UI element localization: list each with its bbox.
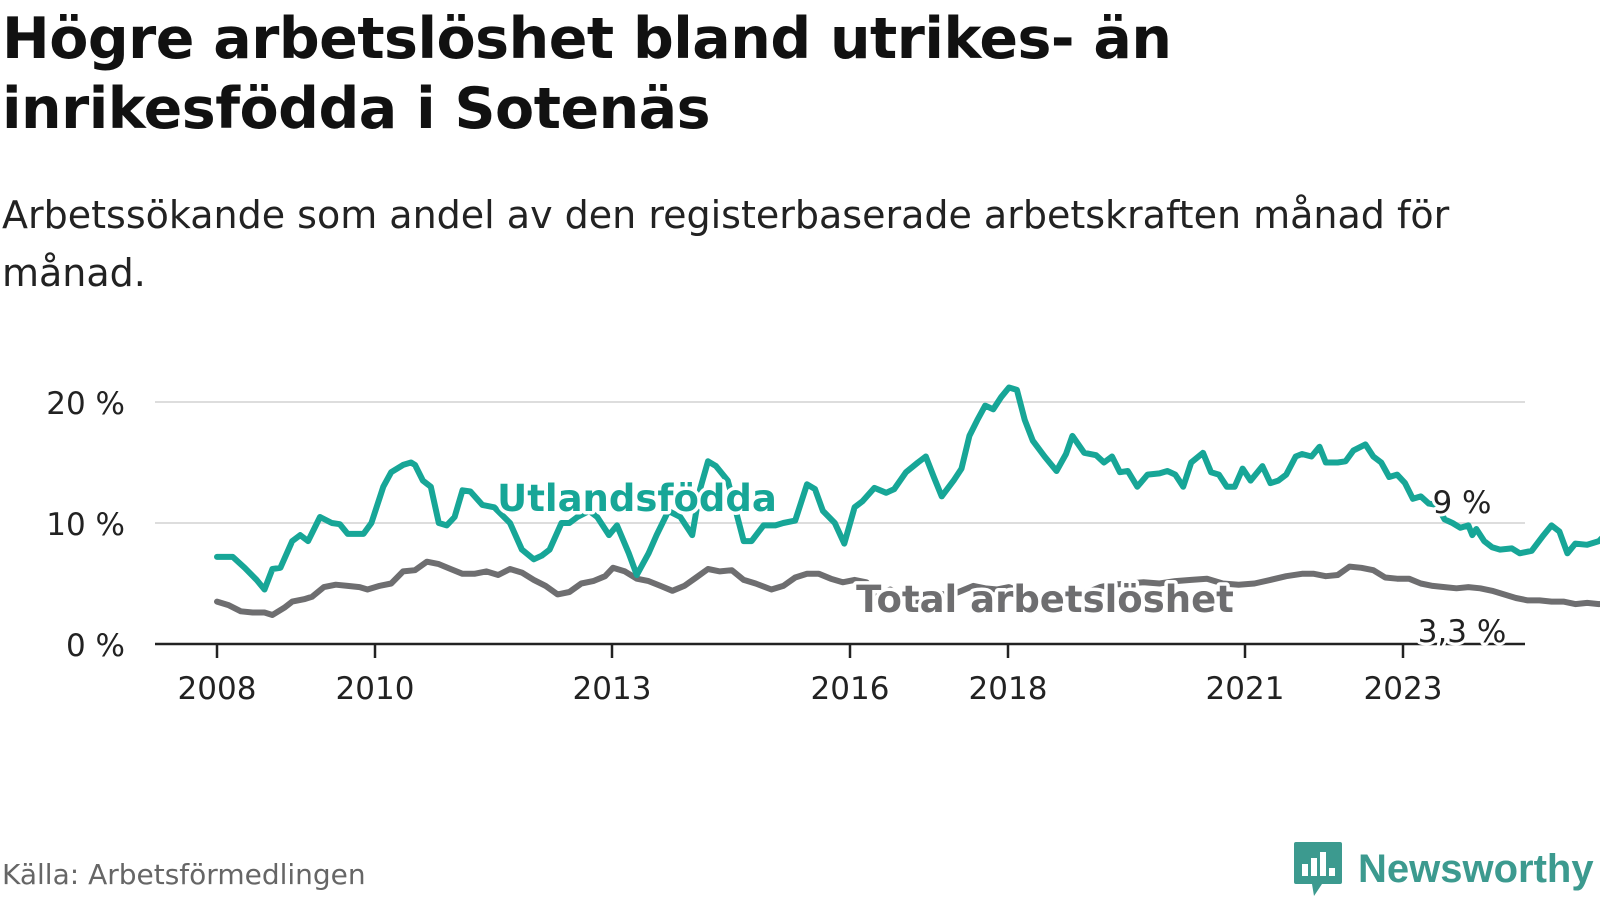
total-end-label: 3,3 %	[1418, 614, 1507, 650]
x-tick-label: 2023	[1364, 671, 1443, 707]
newsworthy-logo: Newsworthy	[1292, 840, 1594, 898]
x-tick-label: 2018	[969, 671, 1048, 707]
x-tick-label: 2010	[336, 671, 415, 707]
source-note: Källa: Arbetsförmedlingen	[2, 858, 366, 891]
y-tick-label: 0 %	[66, 628, 125, 664]
x-tick-label: 2021	[1206, 671, 1285, 707]
axis-layer: 0 % 10 % 20 % 2008 2010 2013 2016 2018 2021 2023	[46, 386, 1525, 707]
total-series-label: Total arbetslöshet	[856, 578, 1234, 621]
label-layer: Utlandsfödda Total arbetslöshet 9 % 3,3 %	[494, 474, 1510, 654]
utlandsfodda-series-label: Utlandsfödda	[497, 477, 777, 520]
y-tick-label: 20 %	[46, 386, 125, 422]
y-tick-label: 10 %	[46, 507, 125, 543]
utlandsfodda-line	[214, 384, 1600, 593]
series-layer	[214, 384, 1600, 618]
x-tick-label: 2013	[573, 671, 652, 707]
brand-name: Newsworthy	[1358, 846, 1594, 891]
newsworthy-icon	[1294, 842, 1342, 896]
chart-subtitle: Arbetssökande som andel av den registerb…	[2, 193, 1450, 295]
x-tick-label: 2016	[811, 671, 890, 707]
utlandsfodda-end-label: 9 %	[1432, 485, 1491, 521]
chart-title: Högre arbetslöshet bland utrikes- än inr…	[2, 6, 1172, 142]
total-line	[214, 558, 1600, 618]
grid-layer	[155, 401, 1525, 524]
x-tick-label: 2008	[178, 671, 257, 707]
